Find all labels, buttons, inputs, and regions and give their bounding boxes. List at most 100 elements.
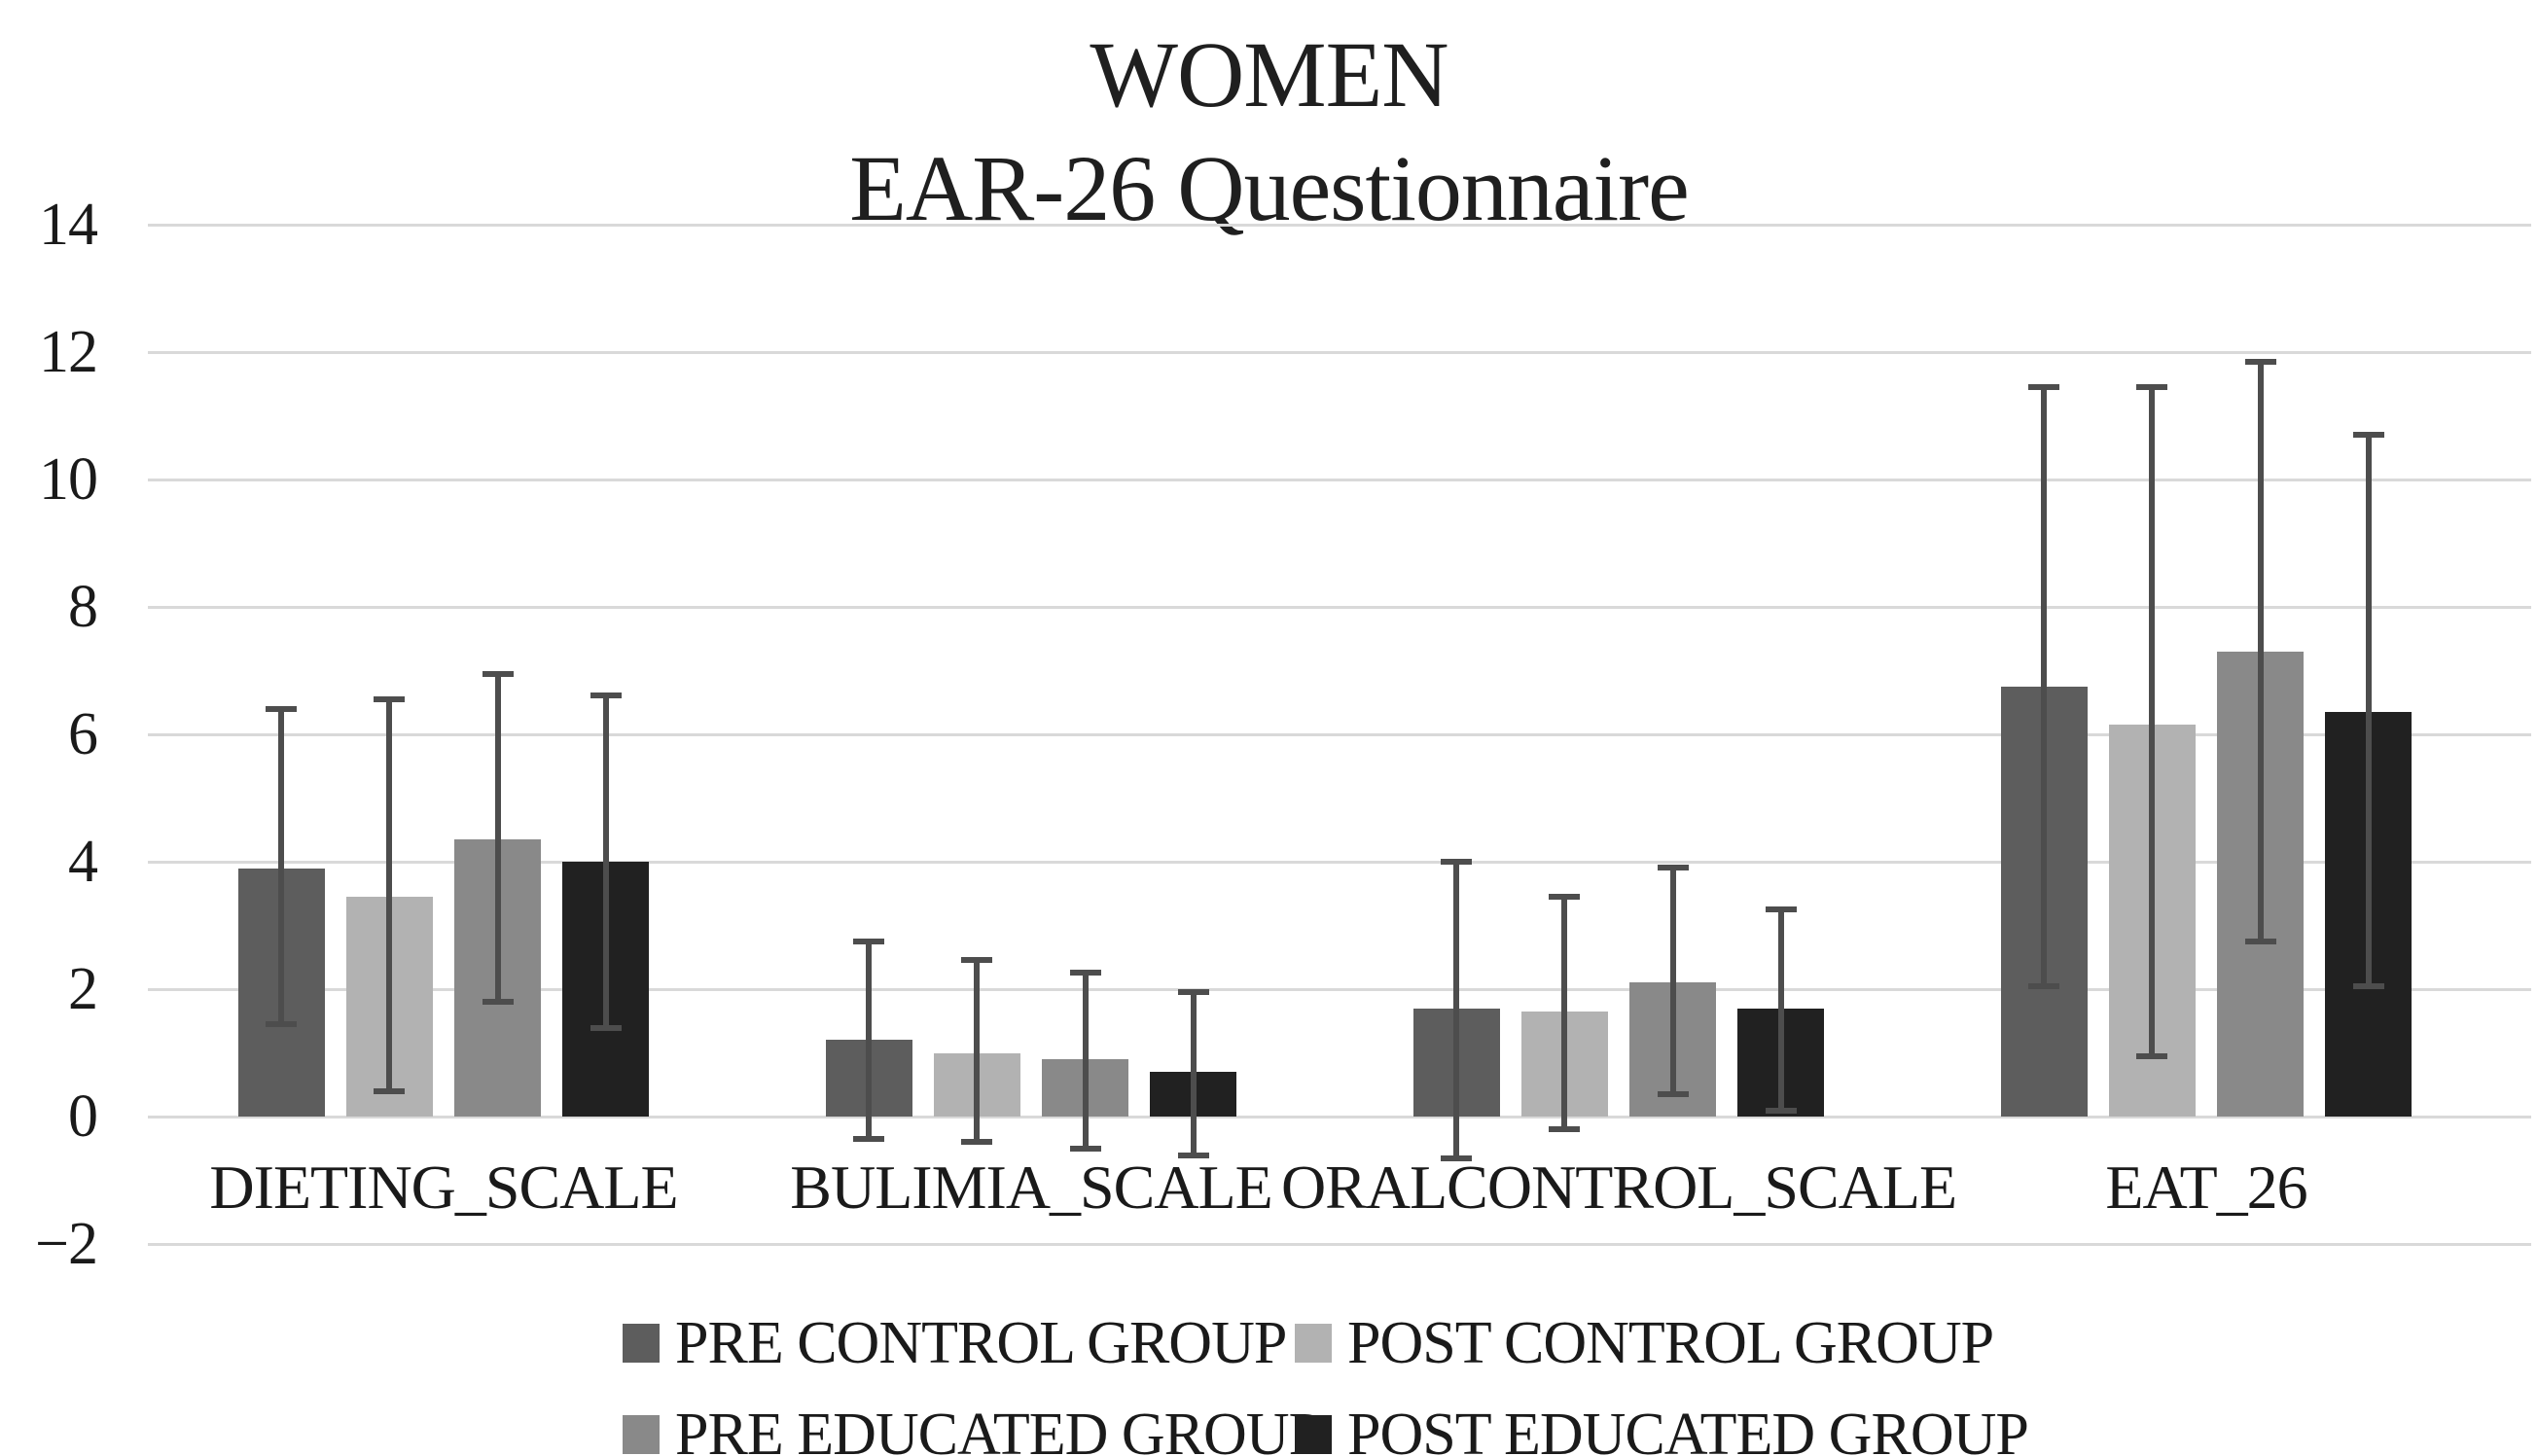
y-axis-tick-label: 12 xyxy=(39,319,98,385)
legend-swatch xyxy=(623,1415,660,1454)
error-bar-stem xyxy=(1777,906,1784,1114)
error-bar-stem xyxy=(278,705,285,1028)
error-bar-cap xyxy=(2028,983,2060,989)
error-bar-stem xyxy=(386,695,393,1095)
error-bar-stem xyxy=(1669,865,1676,1098)
error-bar-cap xyxy=(2352,983,2384,989)
legend-label: POST CONTROL GROUP xyxy=(1347,1310,1994,1376)
error-bar-cap xyxy=(1441,1154,1473,1161)
error-bar-cap xyxy=(2136,1053,2168,1060)
category-label-dieting_scale: DIETING_SCALE xyxy=(209,1153,678,1222)
error-bar-cap xyxy=(1177,1152,1209,1158)
legend-swatch xyxy=(1295,1324,1332,1363)
chart-title-line1: WOMEN xyxy=(1090,22,1448,126)
error-bar-cap xyxy=(2352,431,2384,438)
error-bar-cap xyxy=(961,1139,993,1146)
error-bar xyxy=(961,957,993,1146)
gridline-10 xyxy=(148,478,2531,481)
error-bar-cap xyxy=(1069,1146,1101,1153)
error-bar-cap xyxy=(2244,939,2276,945)
error-bar-cap xyxy=(2028,383,2060,390)
category-label-bulimia_scale: BULIMIA_SCALE xyxy=(790,1153,1272,1222)
error-bar-stem xyxy=(2257,358,2264,945)
legend-item-pre-educated-group: PRE EDUCATED GROUP xyxy=(623,1402,1322,1456)
gridline-14 xyxy=(148,223,2531,227)
error-bar-cap xyxy=(1549,893,1581,900)
error-bar xyxy=(2352,431,2384,989)
legend-label: POST EDUCATED GROUP xyxy=(1347,1402,2029,1456)
legend-label: PRE EDUCATED GROUP xyxy=(675,1402,1322,1456)
y-axis-tick-label: 10 xyxy=(39,446,98,513)
error-bar xyxy=(2136,383,2168,1060)
error-bar xyxy=(2244,358,2276,945)
error-bar-cap xyxy=(1177,989,1209,995)
error-bar xyxy=(1549,893,1581,1133)
error-bar-stem xyxy=(1190,989,1197,1158)
error-bar-stem xyxy=(1453,858,1460,1161)
error-bar-cap xyxy=(2136,383,2168,390)
y-axis-tick-label: 8 xyxy=(68,574,98,640)
y-axis-tick-label: 2 xyxy=(68,956,98,1022)
y-axis-tick-label: 4 xyxy=(68,829,98,895)
error-bar-stem xyxy=(2365,431,2372,989)
gridline-4 xyxy=(148,860,2531,864)
error-bar xyxy=(1177,989,1209,1158)
legend-swatch xyxy=(623,1324,660,1363)
error-bar-cap xyxy=(1765,1107,1797,1114)
error-bar xyxy=(590,692,622,1031)
y-axis-tick-label: −2 xyxy=(35,1211,98,1277)
y-axis-tick-label: 0 xyxy=(68,1083,98,1150)
gridline-8 xyxy=(148,605,2531,609)
chart-title: WOMEN EAR-26 Questionnaire xyxy=(0,18,2538,245)
error-bar xyxy=(1657,865,1689,1098)
error-bar-cap xyxy=(266,1021,298,1028)
gridline-6 xyxy=(148,732,2531,736)
error-bar xyxy=(1441,858,1473,1161)
error-bar xyxy=(1069,970,1101,1153)
error-bar-cap xyxy=(266,705,298,712)
error-bar xyxy=(853,938,885,1143)
error-bar xyxy=(1765,906,1797,1114)
error-bar-cap xyxy=(374,1088,406,1095)
error-bar xyxy=(482,670,514,1006)
error-bar xyxy=(2028,383,2060,989)
error-bar-cap xyxy=(482,999,514,1006)
legend-swatch xyxy=(1295,1415,1332,1454)
error-bar-cap xyxy=(1069,970,1101,977)
error-bar xyxy=(374,695,406,1095)
legend-item-pre-control-group: PRE CONTROL GROUP xyxy=(623,1310,1287,1376)
error-bar-stem xyxy=(494,670,501,1006)
error-bar-cap xyxy=(590,1024,622,1031)
error-bar-stem xyxy=(2041,383,2048,989)
error-bar-stem xyxy=(1082,970,1089,1153)
legend-item-post-educated-group: POST EDUCATED GROUP xyxy=(1295,1402,2029,1456)
gridline-2 xyxy=(148,987,2531,991)
error-bar-cap xyxy=(1765,906,1797,912)
error-bar-stem xyxy=(602,692,609,1031)
error-bar-cap xyxy=(1441,858,1473,865)
gridline--2 xyxy=(148,1242,2531,1246)
error-bar-cap xyxy=(1657,1091,1689,1098)
error-bar-cap xyxy=(1657,865,1689,871)
gridline-0 xyxy=(148,1115,2531,1119)
error-bar-cap xyxy=(590,692,622,699)
y-axis-tick-label: 6 xyxy=(68,701,98,767)
error-bar-stem xyxy=(974,957,981,1146)
error-bar-stem xyxy=(866,938,873,1143)
category-label-eat_26: EAT_26 xyxy=(2105,1153,2307,1222)
category-label-oralcontrol_scale: ORALCONTROL_SCALE xyxy=(1280,1153,1957,1222)
error-bar-cap xyxy=(2244,358,2276,365)
error-bar-cap xyxy=(1549,1126,1581,1133)
error-bar-cap xyxy=(853,1136,885,1143)
error-bar xyxy=(266,705,298,1028)
legend-label: PRE CONTROL GROUP xyxy=(675,1310,1287,1376)
error-bar-stem xyxy=(1561,893,1568,1133)
chart-title-line2: EAR-26 Questionnaire xyxy=(849,136,1689,241)
gridline-12 xyxy=(148,350,2531,354)
y-axis-tick-label: 14 xyxy=(39,192,98,258)
legend-item-post-control-group: POST CONTROL GROUP xyxy=(1295,1310,1994,1376)
error-bar-cap xyxy=(482,670,514,677)
error-bar-cap xyxy=(853,938,885,944)
error-bar-stem xyxy=(2149,383,2156,1060)
